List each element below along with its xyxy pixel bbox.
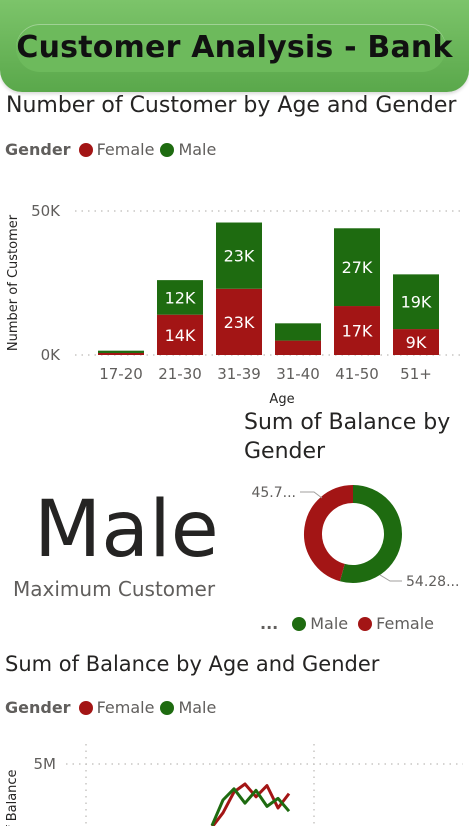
bar-female-51+ bbox=[393, 329, 439, 355]
y-axis-title: f Balance bbox=[5, 769, 20, 826]
legend-item-female[interactable]: Female bbox=[358, 614, 434, 633]
legend-label-female: Female bbox=[96, 698, 155, 717]
data-label: 23K bbox=[224, 247, 255, 266]
legend-title: Gender bbox=[5, 140, 71, 159]
legend-item-male[interactable]: Male bbox=[160, 140, 216, 159]
line-series-female bbox=[211, 782, 291, 826]
data-label: 14K bbox=[165, 326, 196, 345]
male-swatch bbox=[292, 616, 307, 631]
legend-item-female[interactable]: Female bbox=[78, 698, 155, 717]
donut-slice-male bbox=[339, 485, 402, 583]
legend-more[interactable]: ... bbox=[260, 614, 279, 633]
x-tick-label: 31-39 bbox=[217, 365, 261, 383]
bar-female-17-20 bbox=[98, 352, 144, 355]
legend-label-male: Male bbox=[178, 140, 217, 159]
title-pill bbox=[16, 24, 446, 72]
line-chart-title: Sum of Balance by Age and Gender bbox=[5, 652, 380, 676]
x-axis-title: Age bbox=[269, 392, 294, 407]
female-swatch bbox=[78, 700, 93, 715]
y-axis-title: Number of Customer bbox=[6, 214, 21, 351]
bar-male-21-30 bbox=[157, 280, 203, 315]
slice-label-female: 45.7... bbox=[251, 485, 296, 501]
y-tick-label: 0K bbox=[41, 346, 62, 364]
bar-female-31-40 bbox=[275, 340, 321, 355]
x-tick-label: 21-30 bbox=[158, 365, 202, 383]
male-swatch bbox=[160, 700, 175, 715]
data-label: 9K bbox=[406, 333, 427, 352]
donut-chart-legend: ... Male Female bbox=[260, 614, 440, 633]
donut-chart-title: Sum of Balance by Gender bbox=[244, 410, 451, 464]
leader-line bbox=[300, 491, 323, 499]
data-label: 23K bbox=[224, 313, 255, 332]
header-banner bbox=[0, 0, 469, 92]
legend-label-male: Male bbox=[178, 698, 217, 717]
bar-female-41-50 bbox=[334, 306, 380, 355]
legend-label-female: Female bbox=[376, 614, 434, 633]
bar-chart-title: Number of Customer by Age and Gender bbox=[6, 93, 457, 118]
male-swatch bbox=[160, 142, 175, 157]
slice-label-male: 54.28... bbox=[406, 574, 459, 590]
x-tick-label: 51+ bbox=[400, 365, 432, 383]
x-tick-label: 31-40 bbox=[276, 365, 320, 383]
female-swatch bbox=[358, 616, 373, 631]
data-label: 19K bbox=[401, 293, 432, 312]
legend-item-female[interactable]: Female bbox=[78, 140, 155, 159]
legend-item-male[interactable]: Male bbox=[160, 698, 216, 717]
legend-label-female: Female bbox=[96, 140, 155, 159]
bar-chart[interactable]: 0K 50K Number of Customer 17-20 14K 12K 21-30 2… bbox=[0, 190, 469, 415]
y-tick-label: 50K bbox=[31, 202, 61, 220]
data-label: 27K bbox=[342, 258, 373, 277]
female-swatch bbox=[78, 142, 93, 157]
line-chart[interactable]: f Balance 5M bbox=[0, 740, 469, 826]
bar-male-31-40 bbox=[275, 323, 321, 341]
data-label: 17K bbox=[342, 322, 373, 341]
donut-chart[interactable]: 45.7... 54.28... bbox=[240, 470, 469, 605]
y-tick-label: 5M bbox=[34, 755, 57, 773]
legend-label-male: Male bbox=[310, 614, 349, 633]
x-tick-label: 17-20 bbox=[99, 365, 143, 383]
data-label: 12K bbox=[165, 288, 196, 307]
leader-line bbox=[379, 574, 402, 582]
kpi-value: Male bbox=[34, 485, 219, 575]
line-series-male bbox=[210, 787, 291, 826]
bar-female-31-39 bbox=[216, 288, 262, 355]
bar-male-31-39 bbox=[216, 222, 262, 289]
bar-chart-legend: Gender Female Male bbox=[5, 140, 222, 159]
legend-title: Gender bbox=[5, 698, 71, 717]
x-tick-label: 41-50 bbox=[335, 365, 379, 383]
page-title: Customer Analysis - Bank bbox=[16, 30, 453, 65]
bar-female-21-30 bbox=[157, 314, 203, 355]
bar-male-51+ bbox=[393, 274, 439, 330]
bar-male-41-50 bbox=[334, 228, 380, 307]
kpi-label: Maximum Customer bbox=[13, 577, 216, 601]
line-chart-legend: Gender Female Male bbox=[5, 698, 222, 717]
donut-slice-female bbox=[304, 485, 354, 582]
bar-male-17-20 bbox=[98, 350, 144, 353]
legend-item-male[interactable]: Male bbox=[292, 614, 348, 633]
